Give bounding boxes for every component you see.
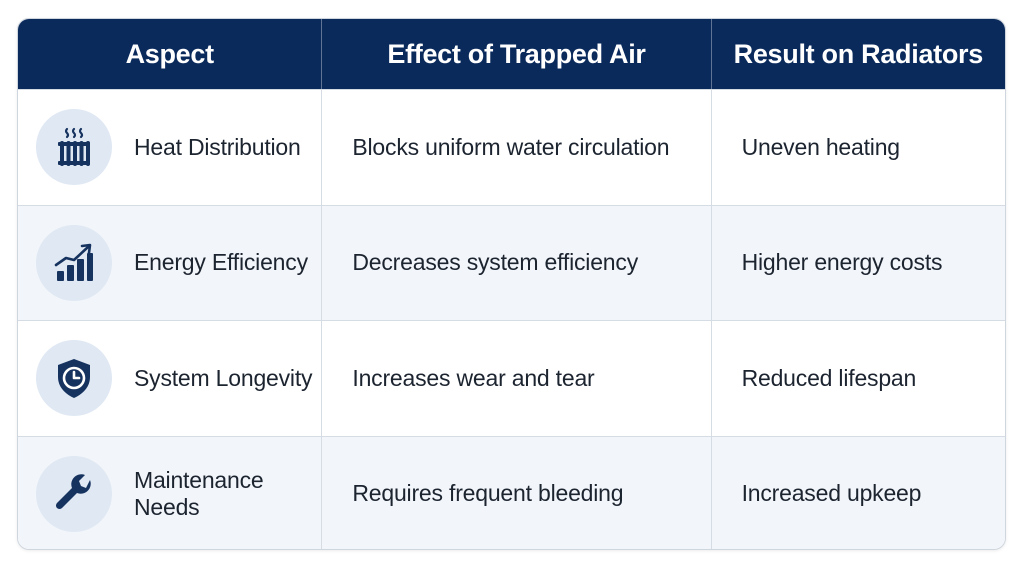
- comparison-table: Aspect Effect of Trapped Air Result on R…: [17, 18, 1006, 550]
- aspect-cell: Maintenance Needs: [18, 436, 323, 549]
- table-row: Energy Efficiency Decreases system effic…: [18, 204, 1005, 320]
- aspect-label: Heat Distribution: [134, 133, 301, 160]
- effect-cell: Increases wear and tear: [322, 321, 712, 436]
- wrench-icon: [36, 455, 112, 532]
- table-row: Maintenance Needs Requires frequent blee…: [18, 435, 1005, 549]
- table-row: System Longevity Increases wear and tear…: [18, 320, 1005, 436]
- aspect-label: System Longevity: [134, 364, 313, 391]
- aspect-cell: Energy Efficiency: [18, 205, 323, 320]
- result-cell: Increased upkeep: [741, 480, 922, 507]
- table-row: Heat Distribution Blocks uniform water c…: [18, 89, 1005, 205]
- effect-cell: Decreases system efficiency: [322, 205, 712, 320]
- result-cell: Higher energy costs: [741, 249, 943, 276]
- aspect-label: Energy Efficiency: [134, 249, 308, 276]
- header-result: Result on Radiators: [733, 38, 984, 69]
- effect-cell: Blocks uniform water circulation: [322, 90, 712, 205]
- result-cell: Uneven heating: [741, 133, 901, 160]
- aspect-cell: System Longevity: [18, 321, 323, 436]
- header-aspect: Aspect: [18, 19, 323, 89]
- radiator-icon: [36, 109, 112, 186]
- bar-chart-rising-icon: [36, 224, 112, 301]
- shield-clock-icon: [36, 340, 112, 417]
- aspect-label: Maintenance Needs: [134, 466, 264, 520]
- result-cell: Reduced lifespan: [741, 364, 917, 391]
- effect-cell: Requires frequent bleeding: [322, 436, 712, 549]
- aspect-cell: Heat Distribution: [18, 90, 323, 205]
- table-header-row: Aspect Effect of Trapped Air Result on R…: [18, 19, 1005, 89]
- header-effect: Effect of Trapped Air: [322, 19, 712, 89]
